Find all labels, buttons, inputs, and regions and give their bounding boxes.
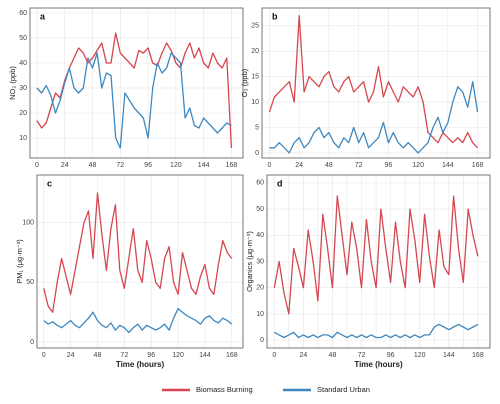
y-axis-label: Organics (μg·m⁻³) [245,231,254,292]
y-tick-label: 15 [251,73,259,80]
y-tick-label: 0 [30,339,34,346]
y-tick-label: 30 [19,85,27,92]
y-tick-label: 50 [26,279,34,286]
x-tick-label: 0 [42,352,46,359]
x-tick-label: 168 [472,162,484,169]
x-tick-label: 72 [116,162,124,169]
x-tick-label: 168 [226,352,238,359]
panel-label: a [40,11,46,21]
y-tick-label: 60 [256,180,264,187]
x-tick-label: 144 [198,162,210,169]
x-tick-label: 96 [147,352,155,359]
y-tick-label: 10 [256,311,264,318]
x-tick-label: 24 [299,352,307,359]
y-axis-label: O₃ (ppb) [240,68,249,97]
panel-frame [266,174,491,349]
line [36,52,232,149]
x-tick-label: 120 [412,162,424,169]
y-tick-label: 40 [256,232,264,239]
y-tick-label: 20 [19,110,27,117]
panel-label: d [277,178,283,188]
line [268,14,479,149]
x-tick-label: 0 [272,352,276,359]
x-tick-label: 24 [295,162,303,169]
x-tick-label: 168 [472,352,484,359]
x-tick-label: 72 [355,162,363,169]
y-tick-label: 10 [19,135,27,142]
y-tick-label: 0 [255,150,259,157]
x-tick-label: 96 [384,162,392,169]
x-tick-label: 120 [414,352,426,359]
x-tick-label: 144 [442,162,454,169]
x-tick-label: 0 [35,162,39,169]
x-tick-label: 96 [144,162,152,169]
x-tick-label: 48 [89,162,97,169]
x-tick-label: 144 [443,352,455,359]
x-tick-label: 24 [61,162,69,169]
y-tick-label: 100 [22,220,34,227]
panel-frame [36,174,244,349]
y-tick-label: 0 [260,337,264,344]
x-tick-label: 144 [199,352,211,359]
x-tick-label: 24 [67,352,75,359]
line [273,195,479,315]
x-tick-label: 120 [172,352,184,359]
y-tick-label: 10 [251,99,259,106]
y-tick-label: 60 [19,10,27,17]
y-tick-label: 20 [251,48,259,55]
x-tick-label: 168 [226,162,238,169]
y-tick-label: 40 [19,60,27,67]
y-tick-label: 50 [19,35,27,42]
y-axis-label: PM₁ (μg·m⁻³) [15,239,24,284]
y-tick-label: 30 [256,258,264,265]
panel-label: b [272,11,278,21]
x-tick-label: 48 [329,352,337,359]
line [36,32,233,149]
line [273,323,479,339]
y-tick-label: 5 [255,124,259,131]
x-tick-label: 0 [267,162,271,169]
y-tick-label: 50 [256,206,264,213]
legend-label: Standard Urban [317,385,370,394]
panel-frame [261,7,491,159]
line [43,192,233,313]
x-tick-label: 48 [325,162,333,169]
legend-label: Biomass Burning [196,385,253,394]
y-axis-label: NO₂ (ppb) [8,66,17,100]
line [269,81,479,154]
y-tick-label: 20 [256,285,264,292]
x-axis-label: Time (hours) [116,360,165,369]
x-tick-label: 48 [94,352,102,359]
x-axis-label: Time (hours) [354,360,403,369]
panel-frame [29,7,244,159]
x-tick-label: 96 [387,352,395,359]
line [43,307,233,334]
y-tick-label: 25 [251,23,259,30]
x-tick-label: 72 [358,352,366,359]
x-tick-label: 120 [170,162,182,169]
x-tick-label: 72 [120,352,128,359]
panel-label: c [47,178,52,188]
